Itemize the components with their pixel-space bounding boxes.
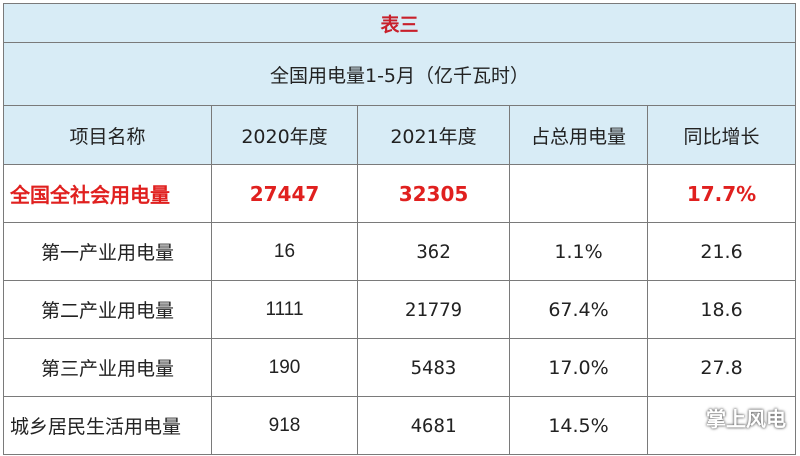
row-name: 第三产业用电量 (3, 338, 212, 397)
electricity-table: 表三 全国用电量1-5月（亿千瓦时） 项目名称 2020年度 2021年度 占总… (2, 3, 797, 455)
table-row: 第三产业用电量 190 5483 17.0% 27.8 (3, 338, 797, 397)
table-row-total: 全国全社会用电量 27447 32305 17.7% (3, 164, 797, 223)
row-share: 67.4% (509, 280, 648, 339)
table-title: 表三 (2, 3, 797, 43)
table-row: 城乡居民生活用电量 918 4681 14.5% (3, 396, 797, 455)
table-row: 第二产业用电量 1111 21779 67.4% 18.6 (3, 280, 797, 339)
header-share: 占总用电量 (509, 105, 648, 165)
row-share: 14.5% (509, 396, 648, 455)
total-2021: 32305 (357, 164, 510, 223)
row-2021: 4681 (357, 396, 510, 455)
row-growth: 27.8 (646, 338, 797, 397)
row-share: 1.1% (509, 222, 648, 281)
row-2021: 21779 (357, 280, 510, 339)
table-row: 第一产业用电量 16 362 1.1% 21.6 (3, 222, 797, 281)
total-growth: 17.7% (646, 164, 797, 223)
total-2020: 27447 (211, 164, 358, 223)
row-2020: 918 (211, 396, 358, 455)
header-growth: 同比增长 (646, 105, 797, 165)
row-2020: 190 (211, 338, 358, 397)
row-2020: 1111 (211, 280, 358, 339)
header-row: 项目名称 2020年度 2021年度 占总用电量 同比增长 (3, 105, 797, 165)
row-name: 第二产业用电量 (3, 280, 212, 339)
row-growth: 18.6 (646, 280, 797, 339)
total-share (509, 164, 648, 223)
watermark: 掌上风电 (676, 403, 786, 432)
row-growth: 21.6 (646, 222, 797, 281)
row-2020: 16 (211, 222, 358, 281)
row-share: 17.0% (509, 338, 648, 397)
row-name: 城乡居民生活用电量 (3, 396, 212, 455)
header-item-name: 项目名称 (3, 105, 212, 165)
watermark-text: 掌上风电 (706, 407, 786, 431)
table-subtitle: 全国用电量1-5月（亿千瓦时） (2, 42, 797, 106)
header-2020: 2020年度 (211, 105, 358, 165)
row-growth (646, 396, 797, 455)
row-name: 第一产业用电量 (3, 222, 212, 281)
row-2021: 362 (357, 222, 510, 281)
row-2021: 5483 (357, 338, 510, 397)
total-name: 全国全社会用电量 (3, 164, 212, 223)
header-2021: 2021年度 (357, 105, 510, 165)
wechat-icon (677, 408, 699, 426)
